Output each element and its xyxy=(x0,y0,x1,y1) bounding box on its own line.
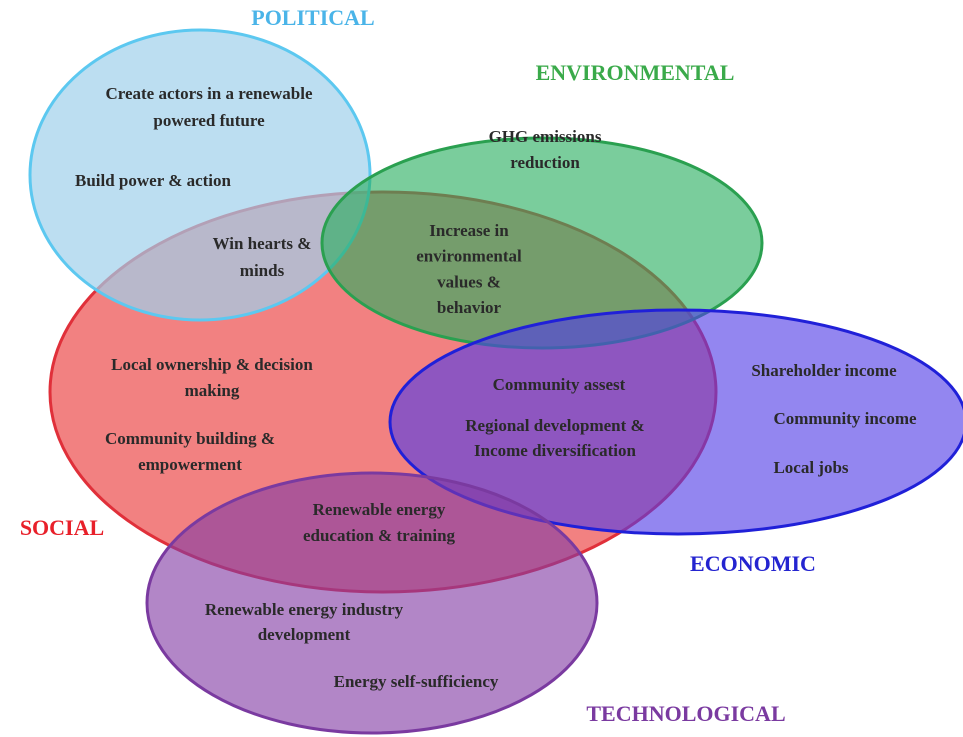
item-text: Community assest xyxy=(493,375,626,394)
item-text: Create actors in a renewable xyxy=(105,84,313,103)
item-text: powered future xyxy=(153,111,265,130)
item-text: reduction xyxy=(510,153,580,172)
item-text: Win hearts & xyxy=(213,234,312,253)
item-text: behavior xyxy=(437,298,502,317)
set-label: TECHNOLOGICAL xyxy=(586,701,785,726)
item-text: making xyxy=(185,381,240,400)
item-text: Renewable energy industry xyxy=(205,600,404,619)
technological-set xyxy=(145,471,599,735)
item-text: Income diversification xyxy=(474,441,636,460)
item-text: education & training xyxy=(303,526,456,545)
item-text: Community income xyxy=(773,409,917,428)
item-text: Build power & action xyxy=(75,171,232,190)
item-text: minds xyxy=(240,261,285,280)
item-text: Community building & xyxy=(105,429,275,448)
item-text: development xyxy=(258,625,351,644)
item-text: Shareholder income xyxy=(751,361,897,380)
item-text: Local ownership & decision xyxy=(111,355,313,374)
item-text: empowerment xyxy=(138,455,242,474)
political-set xyxy=(28,28,372,322)
item-text: Renewable energy xyxy=(313,500,446,519)
set-label: ENVIRONMENTAL xyxy=(536,60,735,85)
item-text: Energy self-sufficiency xyxy=(334,672,499,691)
set-label: POLITICAL xyxy=(251,5,374,30)
set-label: SOCIAL xyxy=(20,515,104,540)
item-text: values & xyxy=(437,272,501,291)
set-label: ECONOMIC xyxy=(690,551,816,576)
item-text: Local jobs xyxy=(773,458,848,477)
item-text: environmental xyxy=(416,247,522,266)
item-text: GHG emissions xyxy=(489,127,602,146)
item-text: Increase in xyxy=(429,221,509,240)
economic-set xyxy=(388,308,963,536)
item-text: Regional development & xyxy=(465,416,644,435)
